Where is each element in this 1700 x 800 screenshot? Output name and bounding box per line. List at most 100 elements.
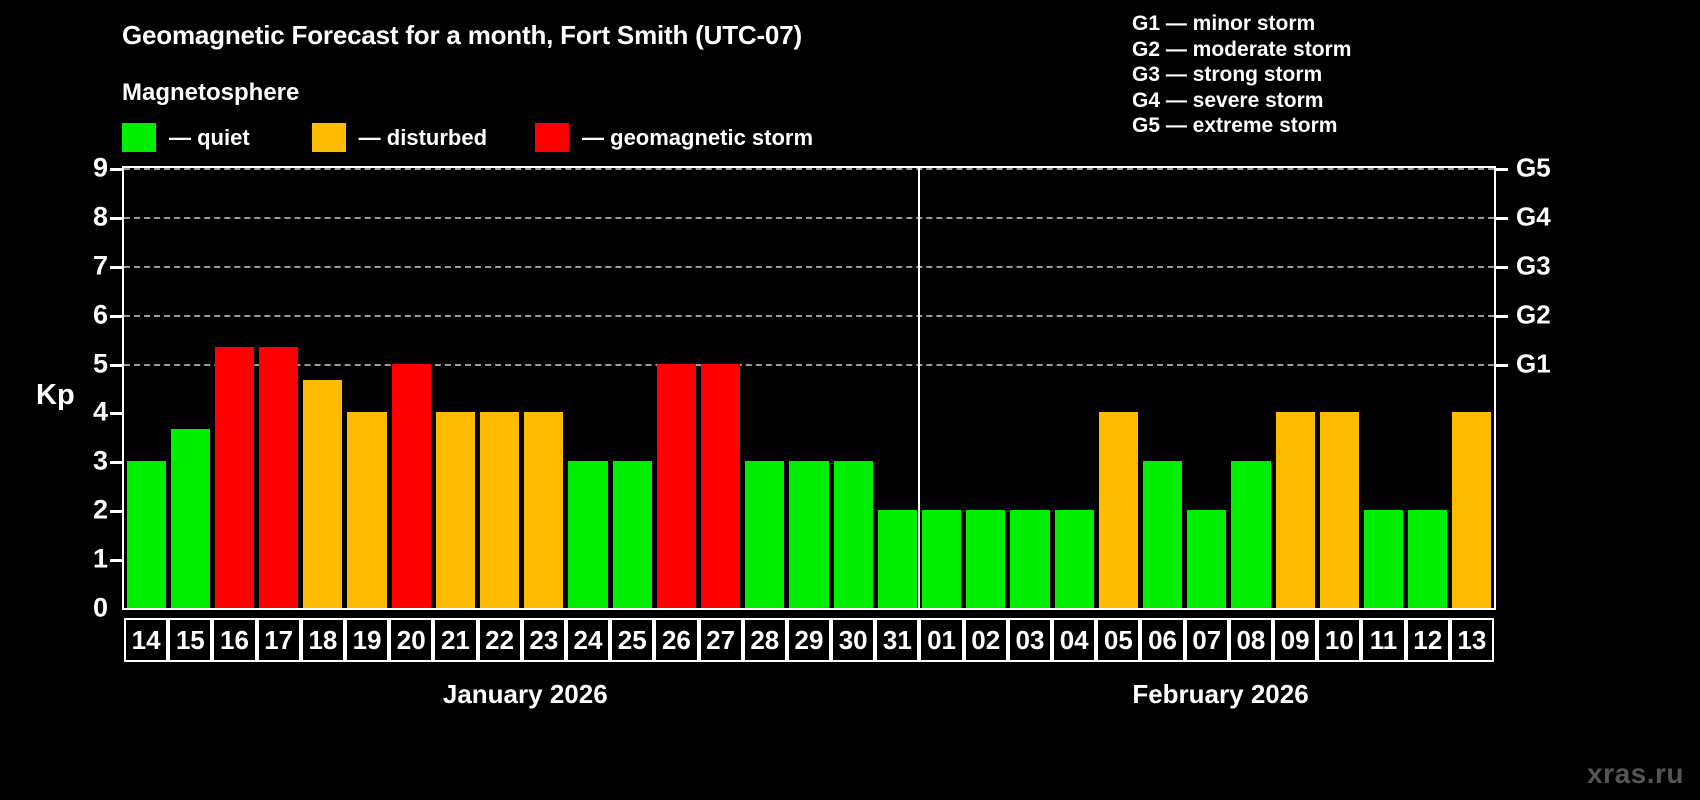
bar-day-06[interactable] — [1142, 461, 1183, 608]
day-label-10[interactable]: 10 — [1317, 618, 1362, 662]
gridline-kp-9 — [124, 168, 1494, 170]
day-label-06[interactable]: 06 — [1140, 618, 1185, 662]
g-scale-line-g2: G2 — moderate storm — [1132, 37, 1352, 61]
bar-day-19[interactable] — [347, 412, 387, 608]
bar-day-21[interactable] — [435, 412, 476, 608]
bar-day-18[interactable] — [303, 379, 343, 608]
bar-day-11[interactable] — [1363, 510, 1404, 608]
day-label-28[interactable]: 28 — [742, 618, 787, 662]
day-label-01[interactable]: 01 — [919, 618, 964, 662]
g-scale-line-g5: G5 — extreme storm — [1132, 114, 1338, 137]
bar-day-05[interactable] — [1098, 412, 1138, 608]
y-tick-label-7: 7 — [92, 250, 108, 281]
day-label-05[interactable]: 05 — [1096, 618, 1141, 662]
gridline-kp-5 — [124, 363, 1494, 366]
bar-day-02[interactable] — [966, 510, 1006, 608]
bar-day-15[interactable] — [170, 428, 210, 608]
y-tick-mark-6 — [110, 314, 122, 318]
bar-day-04[interactable] — [1054, 510, 1094, 608]
bar-day-22[interactable] — [480, 412, 520, 608]
bar-day-07[interactable] — [1187, 510, 1227, 608]
day-label-18[interactable]: 18 — [300, 618, 345, 662]
day-label-15[interactable]: 15 — [168, 618, 213, 662]
day-label-25[interactable]: 25 — [610, 618, 655, 662]
bar-day-10[interactable] — [1319, 412, 1359, 608]
bar-day-03[interactable] — [1010, 510, 1050, 608]
month-label-january: January 2026 — [442, 679, 608, 709]
y-tick-mark-4 — [110, 412, 122, 416]
day-label-24[interactable]: 24 — [565, 618, 611, 662]
bar-day-08[interactable] — [1231, 461, 1271, 608]
g-scale-line-g1: G1 — minor storm — [1132, 12, 1316, 35]
day-label-12[interactable]: 12 — [1405, 618, 1450, 662]
bar-day-29[interactable] — [789, 461, 829, 608]
bar-day-25[interactable] — [612, 461, 652, 608]
y-tick-label-9: 9 — [92, 152, 108, 183]
legend-item-disturbed: — disturbed — [311, 123, 487, 152]
x-axis-day-labels: 14 15 16 17 18 19 20 21 22 23 24 25 26 27 28 29 30 31 01 02… — [122, 618, 1496, 662]
day-label-23[interactable]: 23 — [521, 618, 566, 662]
legend-swatch-disturbed-icon — [311, 123, 346, 152]
day-label-29[interactable]: 29 — [786, 618, 832, 662]
day-label-14[interactable]: 14 — [124, 618, 169, 662]
bar-day-30[interactable] — [833, 461, 873, 608]
month-divider — [918, 166, 921, 610]
day-label-04[interactable]: 04 — [1052, 618, 1097, 662]
bar-day-31[interactable] — [877, 510, 917, 608]
bar-day-26[interactable] — [656, 363, 696, 608]
legend-label-quiet: — quiet — [169, 124, 250, 150]
day-label-16[interactable]: 16 — [212, 618, 257, 662]
day-label-20[interactable]: 20 — [389, 618, 434, 662]
g-tick-label-g4: G4 — [1516, 201, 1551, 232]
day-label-30[interactable]: 30 — [831, 618, 876, 662]
bar-day-20[interactable] — [391, 363, 431, 608]
y-tick-label-5: 5 — [92, 348, 108, 379]
bar-day-16[interactable] — [214, 347, 255, 608]
bar-day-14[interactable] — [126, 461, 166, 608]
bar-day-28[interactable] — [745, 461, 785, 608]
gridline-kp-6 — [124, 314, 1494, 317]
day-label-21[interactable]: 21 — [433, 618, 478, 662]
legend: — quiet — disturbed — geomagnetic storm — [122, 123, 813, 152]
day-label-02[interactable]: 02 — [963, 618, 1008, 662]
y-tick-mark-5 — [110, 363, 122, 367]
bar-day-12[interactable] — [1408, 510, 1448, 608]
bar-day-01[interactable] — [921, 510, 962, 608]
day-label-07[interactable]: 07 — [1184, 618, 1229, 662]
day-label-08[interactable]: 08 — [1228, 618, 1274, 662]
y-tick-label-2: 2 — [92, 494, 108, 525]
day-label-17[interactable]: 17 — [256, 618, 301, 662]
y-tick-label-4: 4 — [92, 396, 108, 427]
day-label-22[interactable]: 22 — [477, 618, 522, 662]
g-tick-mark-g5 — [1496, 168, 1508, 171]
day-label-31[interactable]: 31 — [875, 618, 920, 662]
g-tick-mark-g2 — [1496, 314, 1508, 318]
y-tick-mark-3 — [110, 461, 122, 465]
day-label-19[interactable]: 19 — [344, 618, 390, 662]
y-tick-label-1: 1 — [92, 543, 108, 574]
bar-day-13[interactable] — [1452, 412, 1492, 608]
day-label-09[interactable]: 09 — [1273, 618, 1318, 662]
g-tick-mark-g4 — [1496, 216, 1508, 220]
legend-swatch-storm-icon — [535, 123, 570, 152]
bar-day-24[interactable] — [568, 461, 608, 608]
bar-day-23[interactable] — [524, 412, 564, 608]
g-scale-line-g4: G4 — severe storm — [1132, 88, 1324, 112]
day-label-26[interactable]: 26 — [654, 618, 699, 662]
plot-area — [122, 166, 1496, 610]
bar-day-17[interactable] — [259, 347, 299, 608]
bar-series — [124, 168, 1494, 608]
y-axis-label: Kp — [36, 379, 75, 411]
day-label-13[interactable]: 13 — [1449, 618, 1494, 662]
legend-item-storm: — geomagnetic storm — [535, 123, 813, 152]
day-label-11[interactable]: 11 — [1361, 618, 1406, 662]
magnetosphere-section-label: Magnetosphere — [122, 79, 300, 106]
day-label-27[interactable]: 27 — [698, 618, 743, 662]
y-tick-mark-2 — [110, 510, 122, 514]
y-tick-mark-7 — [110, 265, 122, 269]
bar-day-27[interactable] — [701, 363, 741, 608]
g-scale-line-g3: G3 — strong storm — [1132, 63, 1323, 86]
day-label-03[interactable]: 03 — [1007, 618, 1053, 662]
bar-day-09[interactable] — [1275, 412, 1315, 608]
g-tick-mark-g3 — [1496, 265, 1508, 269]
